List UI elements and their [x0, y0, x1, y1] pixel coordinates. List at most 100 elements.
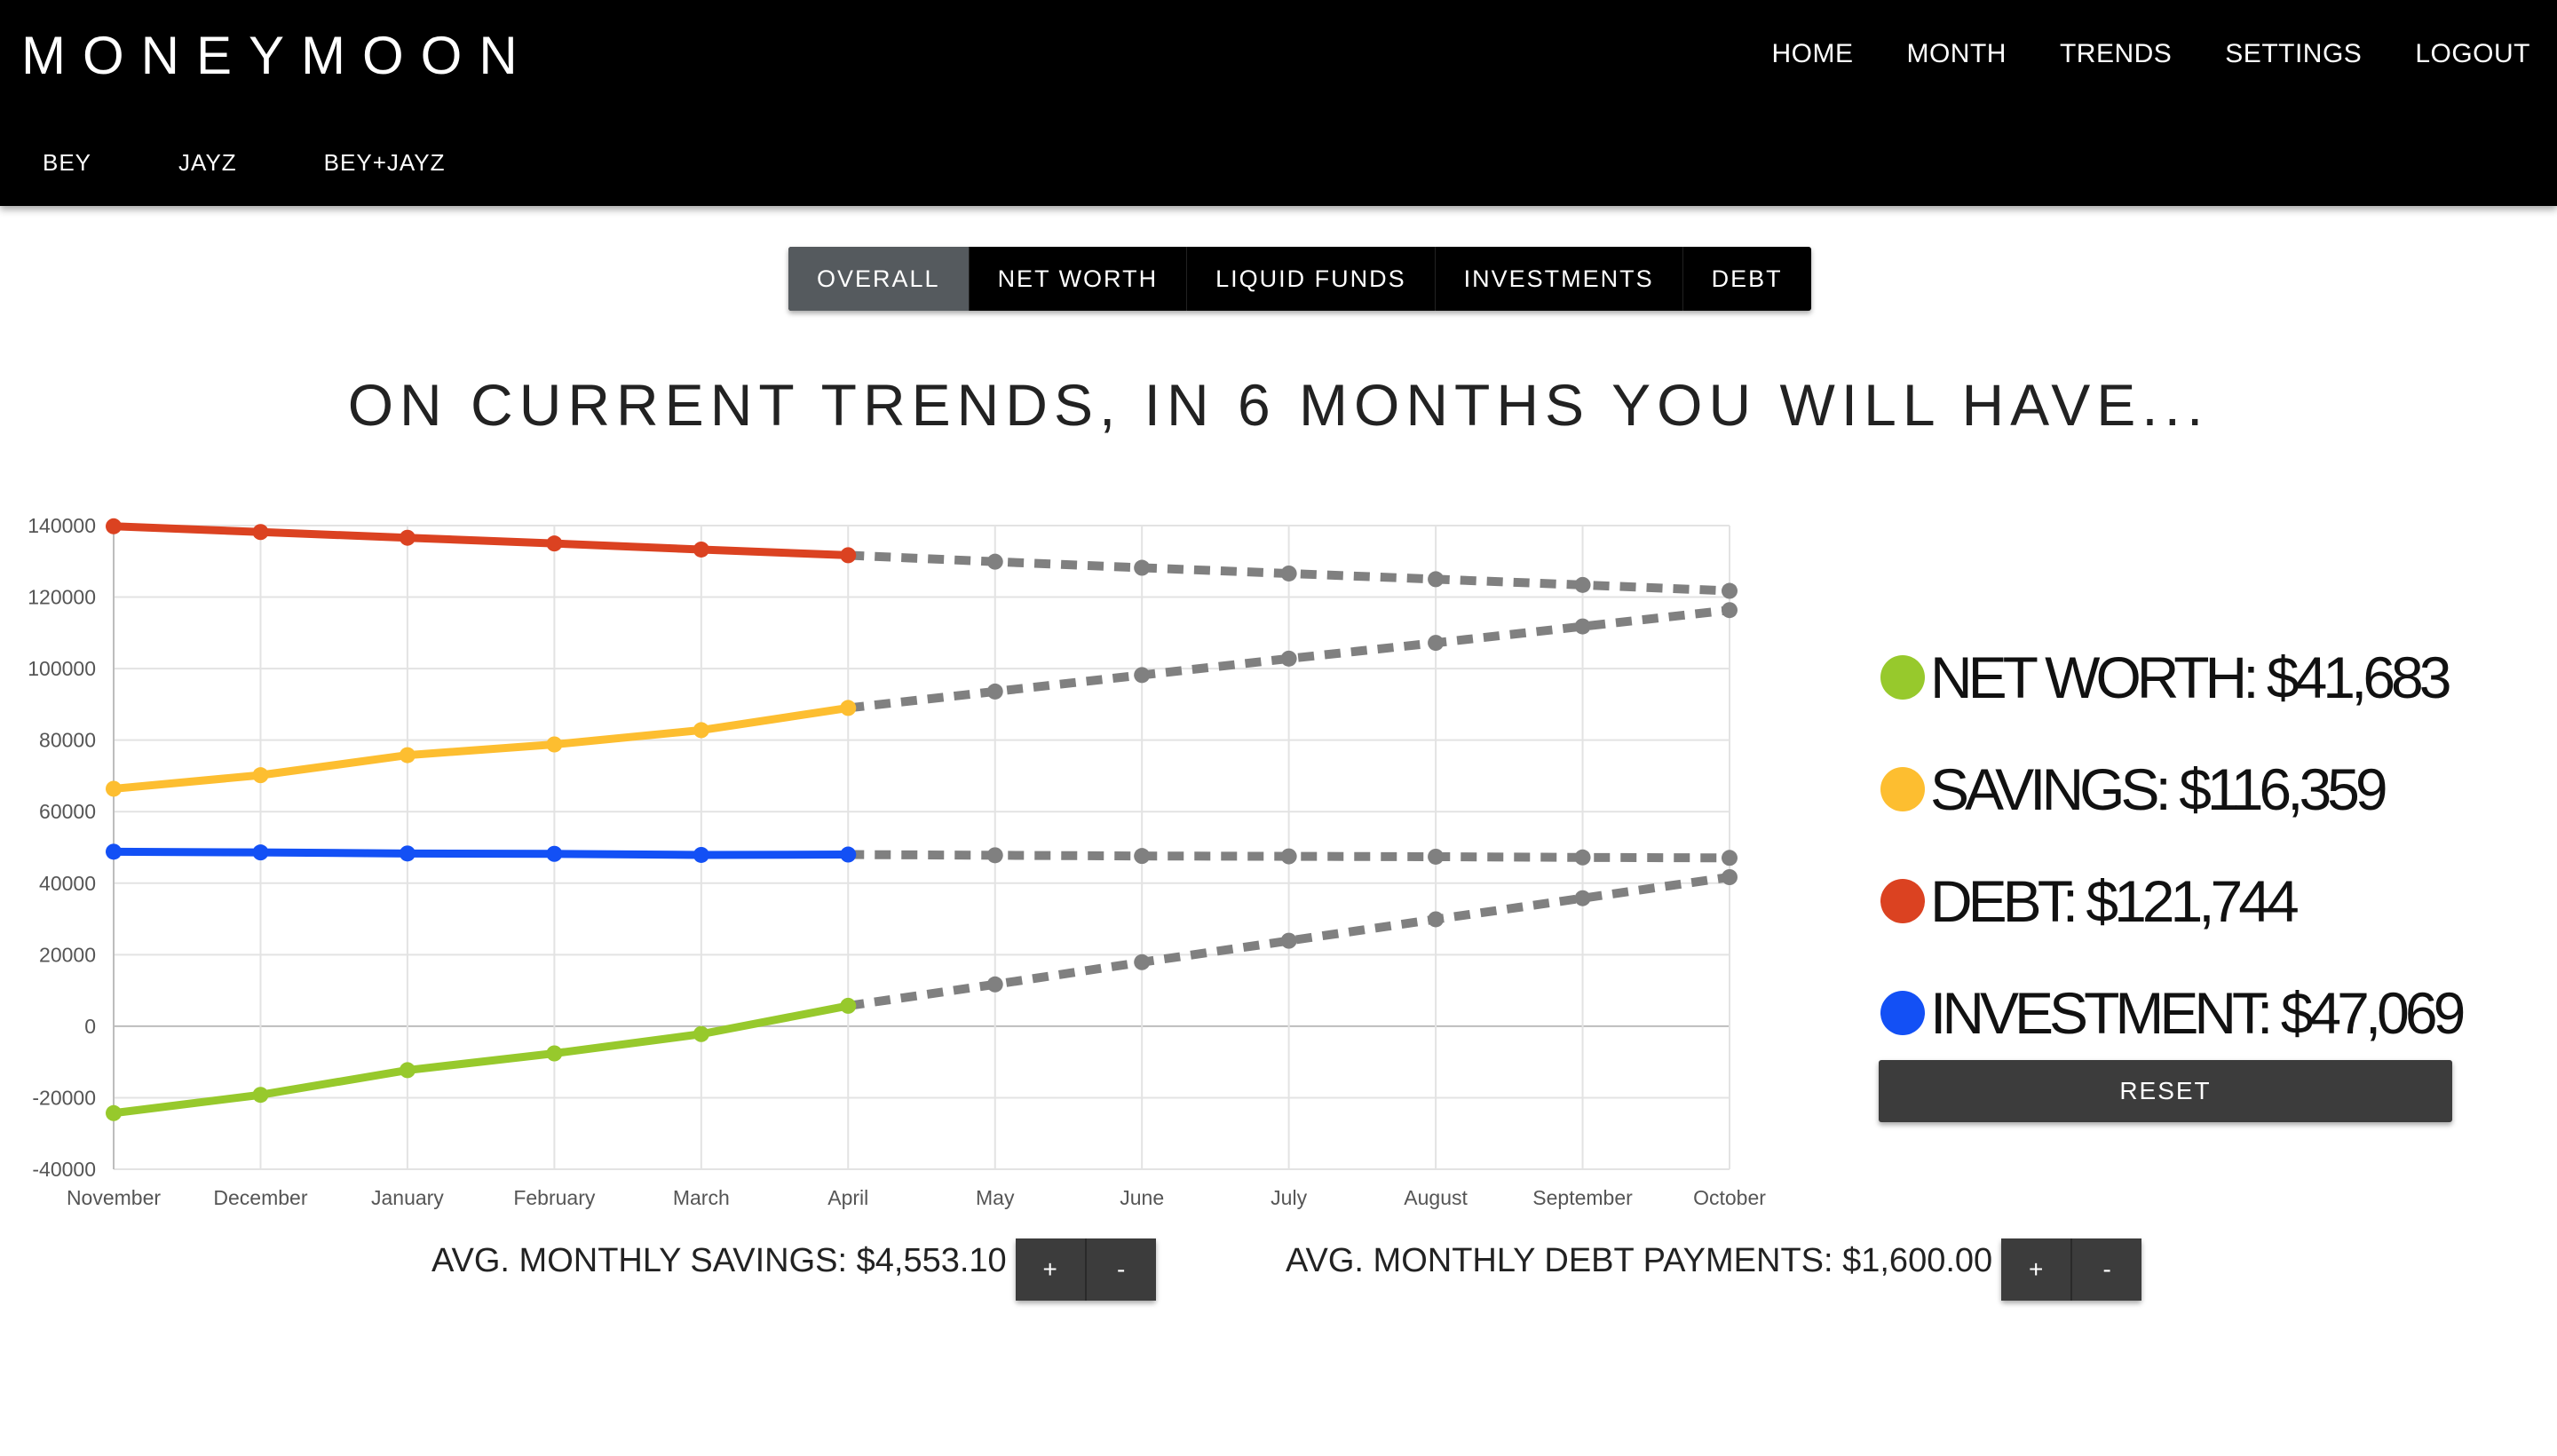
data-point: [693, 1025, 709, 1042]
nav-settings[interactable]: SETTINGS: [2225, 39, 2363, 68]
projected-point: [1280, 650, 1297, 667]
legend-net-worth: NET WORTH: $41,683: [1880, 621, 2461, 733]
data-point: [399, 845, 416, 862]
data-point: [106, 780, 122, 797]
series-line: [113, 703, 849, 793]
subnav-bey[interactable]: BEY: [43, 149, 92, 176]
tab-liquid-funds[interactable]: LIQUID FUNDS: [1187, 247, 1436, 311]
top-navbar: MONEYMOON HOME MONTH TRENDS SETTINGS LOG…: [0, 0, 2557, 206]
projected-point: [1428, 911, 1445, 928]
projected-point: [986, 683, 1003, 700]
nav-trends[interactable]: TRENDS: [2059, 39, 2173, 68]
y-tick-label: 0: [84, 1015, 96, 1038]
data-point: [693, 846, 709, 863]
data-point: [106, 843, 122, 860]
investment-dot-icon: [1880, 991, 1925, 1035]
tab-debt[interactable]: DEBT: [1711, 265, 1783, 292]
y-tick-label: 60000: [39, 800, 96, 823]
tab-net-worth[interactable]: NET WORTH: [970, 247, 1188, 311]
tab-investments[interactable]: INVESTMENTS: [1436, 247, 1683, 311]
x-tick-label: July: [1271, 1186, 1307, 1209]
series-line: [113, 1001, 850, 1118]
nav-logout[interactable]: LOGOUT: [2415, 39, 2530, 68]
savings-decrease-button[interactable]: -: [1084, 1238, 1156, 1301]
data-point: [546, 1045, 563, 1062]
reset-button[interactable]: RESET: [1879, 1060, 2452, 1122]
projected-point: [1428, 635, 1445, 652]
savings-stepper: + -: [1015, 1238, 1156, 1301]
x-tick-label: October: [1693, 1186, 1766, 1209]
subnav-jayz[interactable]: JAYZ: [178, 149, 237, 176]
debt-decrease-button[interactable]: -: [2070, 1238, 2142, 1301]
data-point: [399, 1062, 416, 1079]
data-point: [840, 700, 857, 716]
tab-overall[interactable]: OVERALL: [788, 247, 970, 311]
projected-point: [1574, 890, 1591, 906]
series-line: [113, 522, 849, 559]
data-point: [399, 529, 416, 546]
projected-point: [1722, 602, 1738, 619]
debt-increase-button[interactable]: +: [2001, 1238, 2071, 1301]
projected-point: [1280, 565, 1297, 582]
projected-point: [1134, 667, 1151, 684]
x-tick-label: March: [673, 1186, 730, 1209]
data-point: [252, 767, 269, 784]
projected-point: [1574, 618, 1591, 635]
savings-adjuster: AVG. MONTHLY SAVINGS: $4,553.10 + -: [431, 1238, 1156, 1301]
page-headline: ON CURRENT TRENDS, IN 6 MONTHS YOU WILL …: [347, 372, 2210, 438]
data-point: [399, 747, 416, 764]
data-point: [840, 547, 857, 564]
projected-point: [1722, 850, 1738, 866]
y-tick-label: -40000: [32, 1158, 96, 1181]
net-worth-dot-icon: [1880, 655, 1925, 700]
x-tick-label: January: [371, 1186, 444, 1209]
data-point: [252, 1087, 269, 1104]
legend-investment: INVESTMENT: $47,069: [1880, 957, 2466, 1069]
y-tick-label: 100000: [28, 657, 96, 680]
projected-point: [1574, 849, 1591, 866]
projected-point: [1574, 576, 1591, 593]
projected-point: [1134, 559, 1151, 576]
projected-point: [1134, 954, 1151, 970]
data-point: [546, 736, 563, 753]
legend-savings: SAVINGS: $116,359: [1880, 733, 2461, 845]
data-point: [546, 845, 563, 862]
y-tick-label: 40000: [39, 872, 96, 895]
x-tick-label: April: [827, 1186, 868, 1209]
projected-point: [986, 847, 1003, 864]
legend-investment-text: INVESTMENT: $47,069: [1930, 980, 2466, 1046]
projected-point: [986, 553, 1003, 570]
x-tick-label: May: [976, 1186, 1015, 1209]
savings-increase-button[interactable]: +: [1015, 1238, 1085, 1301]
trend-chart: 140000 120000 100000 80000 60000 40000 20000 0 -…: [28, 514, 1766, 1209]
nav-home[interactable]: HOME: [1771, 39, 1854, 68]
projected-point: [1428, 571, 1445, 588]
x-tick-label: August: [1404, 1186, 1468, 1209]
legend-debt-text: DEBT: $121,744: [1930, 868, 2300, 934]
debt-stepper: + -: [2001, 1238, 2142, 1301]
x-tick-label: June: [1120, 1186, 1164, 1209]
projected-point: [1722, 868, 1738, 885]
y-tick-label: -20000: [32, 1086, 96, 1109]
projected-point: [986, 976, 1003, 993]
projected-point: [1280, 932, 1297, 949]
nav-month[interactable]: MONTH: [1906, 39, 2007, 68]
y-tick-label: 120000: [28, 586, 96, 609]
projected-point: [1280, 848, 1297, 865]
data-point: [106, 1104, 122, 1121]
projected-point: [1134, 848, 1151, 865]
legend-debt: DEBT: $121,744: [1880, 845, 2461, 957]
savings-dot-icon: [1880, 767, 1925, 811]
x-tick-label: September: [1532, 1186, 1633, 1209]
y-tick-label: 140000: [28, 514, 96, 537]
data-point: [252, 844, 269, 861]
data-point: [693, 541, 709, 558]
view-tabs: OVERALL NET WORTH LIQUID FUNDS INVESTMEN…: [788, 247, 1811, 311]
x-tick-label: December: [213, 1186, 307, 1209]
series-line: [113, 847, 849, 859]
profile-subnav: BEY JAYZ BEY+JAYZ: [43, 149, 533, 177]
brand-logo[interactable]: MONEYMOON: [21, 26, 534, 85]
data-point: [546, 535, 563, 552]
data-point: [252, 524, 269, 541]
subnav-bey-jayz[interactable]: BEY+JAYZ: [323, 149, 446, 176]
